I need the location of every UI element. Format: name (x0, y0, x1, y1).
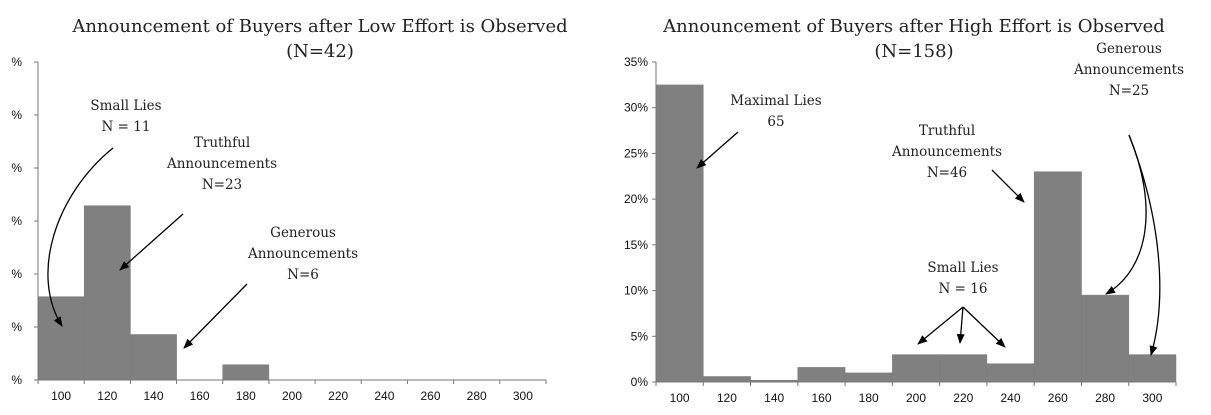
annotation-arrows (47, 131, 1161, 356)
y-tick-label: 30% (624, 101, 648, 115)
arrow-small-lies-2 (956, 306, 965, 344)
chart-low-effort: Announcement of Buyers after Low Effort … (11, 16, 567, 403)
y-tick-label: % (11, 55, 22, 69)
bar-300 (1128, 354, 1177, 383)
y-tick-label: 35% (624, 55, 648, 69)
y-tick-label: % (11, 161, 22, 175)
y-tick-label: 20% (624, 192, 648, 206)
arrow-generous-right-2 (1128, 134, 1161, 356)
x-tick-label: 140 (143, 389, 163, 403)
x-tick-label: 140 (764, 391, 784, 405)
annotation-text: Generous Announcements N=25 (1073, 41, 1184, 99)
y-tick-label: % (11, 267, 22, 281)
x-tick-label: 160 (811, 391, 831, 405)
y-tick-label: % (11, 214, 22, 228)
annotation-text: Truthful Announcements N=46 (891, 123, 1002, 181)
chart-subtitle: (N=158) (874, 41, 953, 62)
arrow-maximal-lies (696, 131, 739, 169)
y-tick-label: % (11, 320, 22, 334)
bar-280 (1081, 294, 1130, 383)
x-tick-label: 280 (467, 389, 487, 403)
chart-high-effort: Announcement of Buyers after High Effort… (624, 16, 1184, 405)
annotation-text: Small Lies N = 16 (927, 260, 998, 297)
x-tick-label: 220 (328, 389, 348, 403)
x-tick-label: 160 (190, 389, 210, 403)
x-tick-label: 200 (906, 391, 926, 405)
bar-100 (37, 296, 85, 381)
bar-200 (892, 354, 940, 383)
y-tick-label: 25% (624, 146, 648, 160)
bar-260 (1033, 171, 1082, 383)
x-tick-label: 180 (859, 391, 879, 405)
bar-100 (655, 84, 704, 383)
x-tick-label: 240 (374, 389, 394, 403)
chart-title: Announcement of Buyers after High Effort… (662, 16, 1165, 37)
bar-180 (844, 372, 893, 383)
arrow-generous-right-1 (1105, 134, 1147, 295)
y-tick-label: 10% (624, 284, 648, 298)
x-tick-label: 100 (670, 391, 690, 405)
annotation-text: Truthful Announcements N=23 (166, 135, 277, 193)
chart-subtitle: (N=42) (286, 41, 354, 62)
bar-120 (83, 205, 131, 381)
bar-220 (939, 354, 988, 383)
bar-140 (130, 334, 177, 381)
y-tick-label: % (11, 108, 22, 122)
annotation-text: Maximal Lies 65 (730, 93, 822, 130)
y-tick-label: 5% (631, 329, 649, 343)
y-tick-label: % (11, 373, 22, 387)
x-tick-label: 260 (420, 389, 440, 403)
x-tick-label: 300 (1142, 391, 1162, 405)
x-tick-label: 280 (1095, 391, 1115, 405)
y-tick-label: 15% (624, 238, 648, 252)
bar-120 (703, 376, 751, 383)
arrow-small-lies-left (47, 147, 114, 327)
annotation-text: Generous Announcements N=6 (247, 225, 358, 283)
x-tick-label: 220 (953, 391, 973, 405)
y-tick-label: 0% (631, 375, 649, 389)
x-tick-label: 180 (236, 389, 256, 403)
chart-title: Announcement of Buyers after Low Effort … (71, 16, 567, 37)
x-tick-label: 240 (1000, 391, 1020, 405)
arrow-small-lies-3 (962, 306, 1006, 348)
x-tick-label: 120 (97, 389, 117, 403)
bar-180 (222, 364, 270, 381)
annotation-text: Small Lies N = 11 (90, 98, 161, 135)
x-tick-label: 300 (513, 389, 533, 403)
x-tick-label: 120 (717, 391, 737, 405)
arrow-truthful-right (991, 169, 1025, 203)
x-tick-label: 200 (282, 389, 302, 403)
arrow-generous-left (183, 283, 248, 349)
x-tick-label: 260 (1048, 391, 1068, 405)
arrow-small-lies-1 (917, 306, 964, 345)
arrow-truthful-left (119, 213, 184, 271)
x-tick-label: 100 (51, 389, 71, 403)
bar-240 (986, 363, 1035, 383)
bar-160 (797, 367, 846, 383)
